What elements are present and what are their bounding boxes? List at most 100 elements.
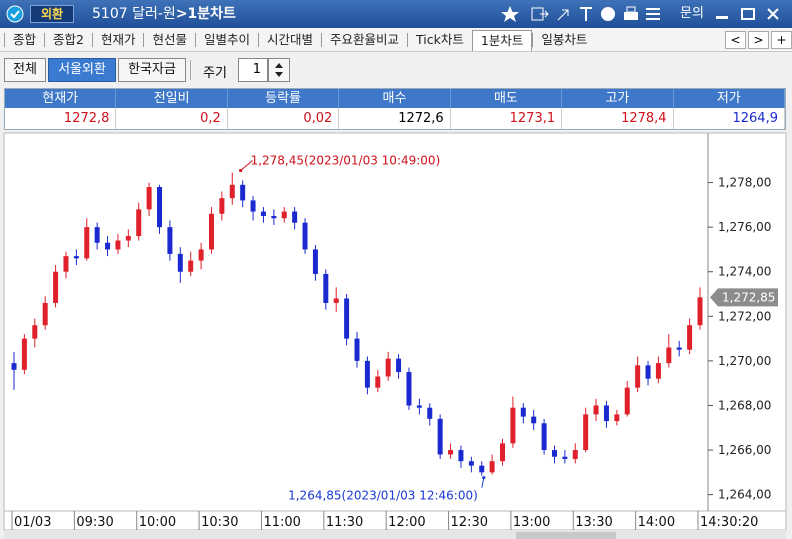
x-tick-label: 10:00 (139, 515, 176, 530)
candle-body (416, 405, 422, 408)
tab-nav[interactable]: > (748, 30, 769, 49)
candle-body (375, 376, 381, 388)
candle-body (281, 211, 287, 219)
x-tick-label: 09:30 (76, 515, 113, 530)
candle-body (624, 387, 630, 415)
candle-body (157, 187, 163, 228)
candle-body (396, 358, 402, 373)
spinner-arrows[interactable] (269, 59, 289, 81)
filter-button[interactable]: 서울외환 (48, 58, 116, 82)
candle-body (292, 211, 298, 223)
x-tick-label: 10:30 (201, 515, 238, 530)
window-controls[interactable] (712, 4, 788, 24)
candle-body (333, 298, 339, 303)
period-input[interactable]: 1 (238, 58, 268, 82)
candle-body (105, 242, 111, 250)
tab[interactable]: 주요환율비교 (321, 32, 407, 47)
y-tick-label: 1,272,00 (718, 309, 771, 323)
candle-body (250, 200, 256, 212)
quote-header: 고가 (562, 89, 674, 108)
filter-button[interactable]: 전체 (4, 58, 46, 82)
candle-body (115, 240, 121, 250)
candle-body (510, 407, 516, 444)
annotation-arrowhead (482, 476, 486, 480)
candle-body (583, 414, 589, 451)
quote-value: 0,02 (227, 108, 340, 129)
help-button[interactable]: 문의 (680, 6, 704, 21)
window-title: 5107 달러-원>1분차트 (92, 5, 236, 23)
candle-body (603, 405, 609, 422)
quote-table: 현재가 1272,8 전일비 0,2 등락률 0,02 매수 1272,6 매도 1273,1 고가… (4, 88, 786, 130)
x-tick-label: 01/03 (14, 515, 51, 530)
quote-header: 현재가 (5, 89, 117, 108)
tab[interactable]: 1분차트 (471, 30, 533, 51)
candle-body (125, 236, 131, 241)
candle-body (614, 414, 620, 422)
candle-body (437, 418, 443, 455)
candle-body (11, 363, 17, 370)
tab-nav[interactable]: + (771, 30, 792, 49)
period-label: 주기 (203, 66, 227, 81)
candle-body (146, 187, 152, 210)
x-tick-label: 14:30:20 (700, 515, 758, 530)
candle-body (427, 407, 433, 419)
x-tick-label: 12:00 (388, 515, 425, 530)
candle-body (136, 209, 142, 237)
candle-body (531, 416, 537, 424)
candle-body (635, 365, 641, 388)
annotation-arrowhead (238, 168, 243, 173)
candle-body (240, 184, 246, 201)
tab[interactable]: 종합 (4, 32, 44, 47)
tab-nav[interactable]: < (725, 30, 746, 49)
x-tick-label: 12:30 (451, 515, 488, 530)
x-tick-label: 11:30 (326, 515, 363, 530)
annotation-arrow (481, 477, 485, 488)
tab[interactable]: 일별추이 (195, 32, 258, 47)
candle-body (593, 405, 599, 415)
period-spinner[interactable] (268, 58, 290, 82)
candle-body (500, 443, 506, 462)
candle-body (655, 363, 661, 379)
chart: 1,264,00 1,266,00 1,268,00 1,270,00 1,272,00… (3, 132, 787, 539)
tab[interactable]: Tick차트 (407, 32, 472, 47)
y-tick-label: 1,276,00 (718, 220, 771, 234)
filter-button[interactable]: 한국자금 (118, 58, 186, 82)
candle-body (572, 450, 578, 459)
tab[interactable]: 일봉차트 (532, 32, 595, 47)
toolbar-icons[interactable] (500, 4, 675, 24)
candle-body (271, 216, 277, 219)
candle-body (323, 273, 329, 303)
tab[interactable]: 현재가 (91, 32, 144, 47)
last-price-label: 1,272,85 (722, 290, 775, 304)
candle-body (697, 297, 703, 326)
candle-body (562, 456, 568, 459)
candle-body (260, 211, 266, 217)
candle-body (302, 222, 308, 250)
x-tick-label: 13:30 (575, 515, 612, 530)
tab-bar: 종합 종합2 현재가 현선물 일별추이 시간대별 주요환율비교 Tick차트 1분차트 일봉차트 <… (0, 28, 792, 52)
candle-body (63, 256, 69, 272)
annotation-arrow (240, 160, 253, 171)
candle-body (354, 338, 360, 361)
candle-body (167, 227, 173, 254)
y-tick-label: 1,264,00 (718, 488, 771, 502)
quote-header: 등락률 (227, 89, 340, 108)
candle-body (344, 298, 350, 339)
tab[interactable]: 종합2 (44, 32, 92, 47)
candle-body (666, 347, 672, 364)
title-code: 5107 달러-원 (92, 6, 176, 22)
candle-body (406, 372, 412, 406)
y-tick-label: 1,268,00 (718, 398, 771, 412)
candle-body (479, 465, 485, 473)
title-sep: > (175, 6, 188, 22)
tab[interactable]: 시간대별 (258, 32, 321, 47)
candle-body (364, 360, 370, 388)
candle-body (687, 325, 693, 350)
candle-body (219, 198, 225, 214)
candle-body (541, 423, 547, 451)
tab[interactable]: 현선물 (143, 32, 195, 47)
y-tick-label: 1,278,00 (718, 176, 771, 190)
quote-header: 매수 (339, 89, 451, 108)
candle-body (177, 253, 183, 272)
